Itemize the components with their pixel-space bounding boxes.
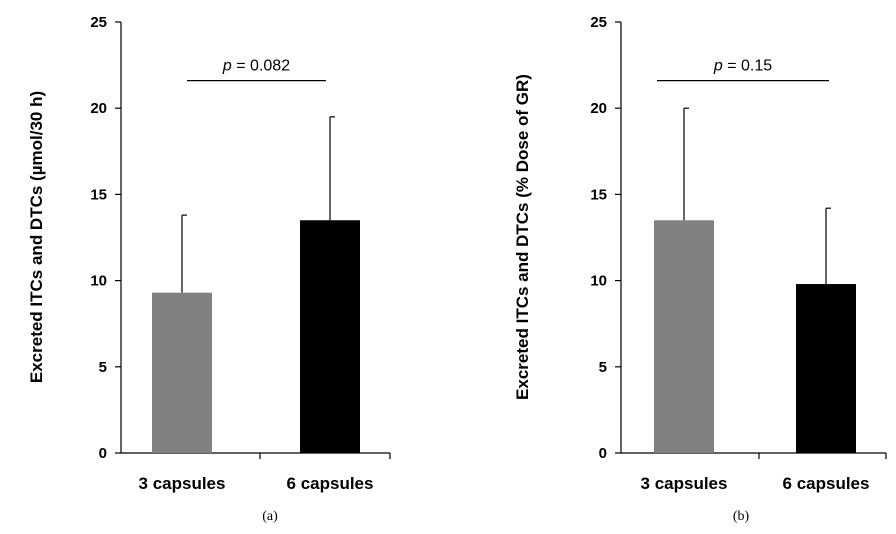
panel-b: 0 5 10 15 20 25 3 capsules 6 capsules p = 0.15 Ex… [513, 14, 887, 524]
y-tick-label-b-1: 5 [599, 359, 607, 376]
category-label-b-0: 3 capsules [641, 474, 728, 493]
category-label-b-1: 6 capsules [783, 474, 870, 493]
y-tick-label-b-5: 25 [590, 14, 607, 31]
y-tick-label-a-3: 15 [90, 186, 107, 203]
y-tick-label-a-1: 5 [99, 359, 107, 376]
bar-b-0 [654, 220, 714, 453]
y-tick-label-b-2: 10 [590, 273, 607, 290]
p-symbol-a: p [222, 58, 232, 75]
bar-a-1 [300, 220, 360, 453]
panel-label-b: (b) [733, 509, 750, 524]
y-tick-label-a-4: 20 [90, 100, 107, 117]
p-value-text-b: = 0.15 [723, 58, 772, 75]
p-value-label-b: p = 0.15 [713, 58, 772, 75]
y-tick-label-b-3: 15 [590, 186, 607, 203]
y-tick-label-a-0: 0 [99, 445, 107, 462]
y-axis-title-b: Excreted ITCs and DTCs (% Dose of GR) [513, 74, 532, 400]
p-value-text-a: = 0.082 [232, 58, 290, 75]
y-axis-title-a: Excreted ITCs and DTCs (µmol/30 h) [27, 91, 46, 383]
y-tick-label-a-2: 10 [90, 273, 107, 290]
p-value-label-a: p = 0.082 [222, 58, 290, 75]
bar-a-0 [152, 292, 212, 453]
y-tick-label-b-4: 20 [590, 100, 607, 117]
p-symbol-b: p [713, 58, 723, 75]
bar-b-1 [796, 284, 856, 453]
panel-a: 0 5 10 15 20 25 3 capsules 6 capsules p = 0.082 E… [27, 14, 391, 524]
panel-label-a: (a) [262, 509, 278, 524]
category-label-a-1: 6 capsules [287, 474, 374, 493]
y-tick-label-b-0: 0 [599, 445, 607, 462]
y-tick-label-a-5: 25 [90, 14, 107, 31]
category-label-a-0: 3 capsules [139, 474, 226, 493]
